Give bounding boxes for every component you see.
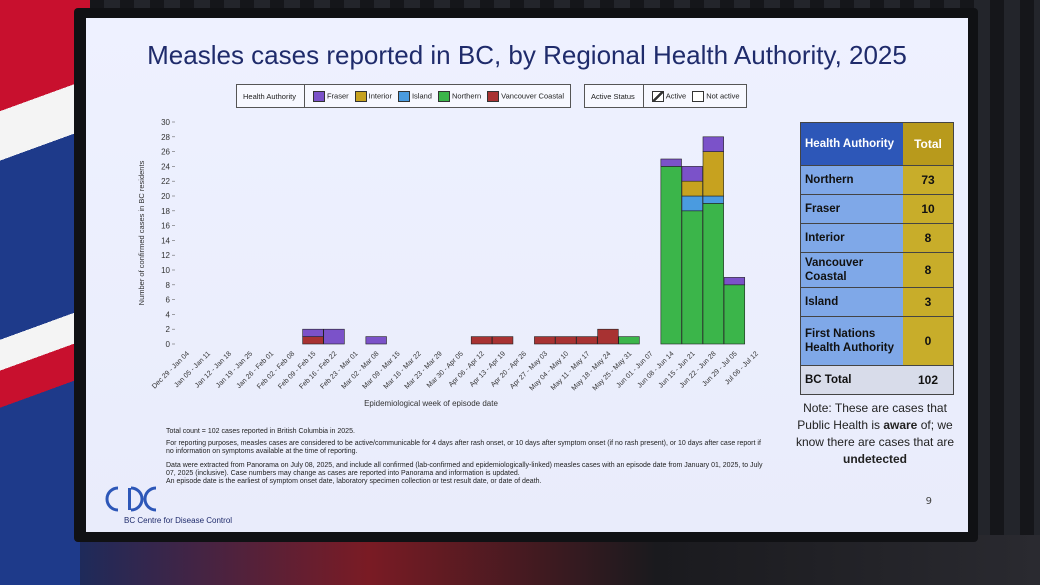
- bar-segment: [681, 195, 703, 212]
- y-tick-label: 0: [166, 340, 171, 349]
- y-tick-label: 28: [161, 133, 170, 142]
- bar-segment: [660, 158, 682, 167]
- hatch-icon: [651, 90, 664, 102]
- x-tick-label: Jan 26 - Feb 01: [236, 350, 276, 390]
- table-row: Interior 8: [801, 223, 953, 252]
- bar-segment: [660, 166, 682, 345]
- table-total-row: BC Total 102: [801, 365, 953, 394]
- bar-segment: [302, 336, 324, 345]
- x-tick-label: Mar 23 - Mar 29: [404, 350, 444, 390]
- logo-text: BC Centre for Disease Control: [124, 516, 233, 525]
- awareness-note: Note: These are cases that Public Health…: [795, 401, 955, 466]
- footnote-total: Total count = 102 cases reported in Brit…: [166, 428, 355, 435]
- legend-item-not-active: Not active: [692, 90, 740, 102]
- bar-segment: [618, 336, 640, 345]
- x-tick-label: Mar 09 - Mar 15: [362, 350, 402, 390]
- bccdc-logo-icon: [105, 486, 157, 512]
- x-tick-label: Feb 16 - Feb 22: [298, 350, 338, 390]
- x-tick-label: May 11 - May 17: [550, 350, 592, 392]
- bar-segment: [470, 336, 493, 345]
- legend-item-interior: Interior: [354, 90, 392, 102]
- bar-segment: [534, 336, 556, 345]
- slide-title: Measles cases reported in BC, by Regiona…: [147, 40, 907, 70]
- health-authority-legend: Health Authority Fraser Interior Island …: [236, 84, 571, 108]
- y-tick-label: 26: [161, 148, 170, 157]
- legend-swatch: [437, 90, 450, 102]
- table-row: Fraser 10: [801, 194, 953, 223]
- y-tick-label: 30: [161, 118, 170, 127]
- legend-swatch: [487, 90, 500, 102]
- legend-swatch: [397, 90, 410, 102]
- y-tick-label: 6: [166, 296, 171, 305]
- x-tick-label: May 18 - May 24: [571, 350, 613, 392]
- legend-swatch: [354, 90, 367, 102]
- y-axis-label: Number of confirmed cases in BC resident…: [137, 160, 146, 305]
- bar-segment: [302, 328, 324, 337]
- table-row: Northern 73: [801, 165, 953, 194]
- bar-segment: [323, 328, 345, 345]
- x-tick-label: Dec 29 - Jan 04: [151, 350, 191, 390]
- bar-segment: [702, 195, 724, 204]
- y-tick-label: 2: [166, 325, 171, 334]
- table-row: Island 3: [801, 287, 953, 316]
- y-tick-label: 12: [161, 251, 170, 260]
- bar-segment: [576, 336, 598, 345]
- bar-segment: [681, 180, 703, 197]
- active-status-legend: Active Status Active Not active: [584, 84, 747, 108]
- y-tick-label: 18: [161, 207, 170, 216]
- presentation-slide: Measles cases reported in BC, by Regiona…: [86, 18, 968, 532]
- footnote-extraction: Data were extracted from Panorama on Jul…: [166, 462, 763, 477]
- legend-swatch: [312, 90, 325, 102]
- bar-segment: [681, 166, 703, 182]
- x-tick-label: Feb 09 - Feb 15: [277, 350, 317, 390]
- bar-segment: [365, 336, 387, 345]
- page-number: 9: [925, 496, 932, 507]
- y-tick-label: 4: [166, 310, 171, 319]
- bar-segment: [702, 203, 724, 345]
- x-tick-label: May 04 - May 10: [528, 350, 570, 392]
- y-tick-label: 14: [161, 236, 170, 245]
- footnote-episode: An episode date is the earliest of sympt…: [166, 478, 542, 485]
- table-row: First Nations Health Authority 0: [801, 316, 953, 365]
- legend-swatch: [692, 90, 705, 102]
- bar-segment: [702, 151, 724, 197]
- x-tick-label: Apr 27 - May 03: [509, 350, 549, 390]
- x-axis-label: Epidemiological week of episode date: [364, 399, 498, 408]
- y-tick-label: 16: [161, 222, 170, 231]
- bar-segment: [723, 284, 746, 345]
- bar-segment: [555, 336, 577, 345]
- y-tick-label: 10: [161, 266, 170, 275]
- bar-segment: [597, 328, 619, 345]
- legend-item-island: Island: [397, 90, 432, 102]
- legend-item-northern: Northern: [437, 90, 481, 102]
- legend-item-active: Active: [651, 90, 686, 102]
- table-row: Vancouver Coastal 8: [801, 252, 953, 287]
- bar-segment: [702, 136, 724, 152]
- x-tick-label: Mar 16 - Mar 22: [383, 350, 423, 390]
- y-tick-label: 8: [166, 281, 171, 290]
- table-header: Health Authority Total: [801, 123, 953, 165]
- bar-segment: [681, 210, 703, 345]
- x-tick-label: May 25 - May 31: [592, 350, 634, 392]
- x-tick-label: Feb 02 - Feb 08: [256, 350, 296, 390]
- bar-segment: [723, 277, 746, 286]
- y-tick-label: 20: [161, 192, 170, 201]
- legend-title: Health Authority: [243, 91, 296, 101]
- y-tick-label: 22: [161, 177, 170, 186]
- legend-item-vancouver-coastal: Vancouver Coastal: [487, 90, 564, 102]
- x-tick-label: Mar 02 - Mar 08: [340, 350, 380, 390]
- totals-table: Health Authority Total Northern 73 Frase…: [800, 122, 954, 395]
- bar-segment: [491, 336, 514, 345]
- footnote-reporting: For reporting purposes, measles cases ar…: [166, 440, 761, 455]
- foreground-objects: [80, 535, 1040, 585]
- x-tick-label: Feb 23 - Mar 01: [319, 350, 359, 390]
- status-legend-title: Active Status: [591, 91, 635, 101]
- legend-item-fraser: Fraser: [312, 90, 349, 102]
- y-tick-label: 24: [161, 162, 170, 171]
